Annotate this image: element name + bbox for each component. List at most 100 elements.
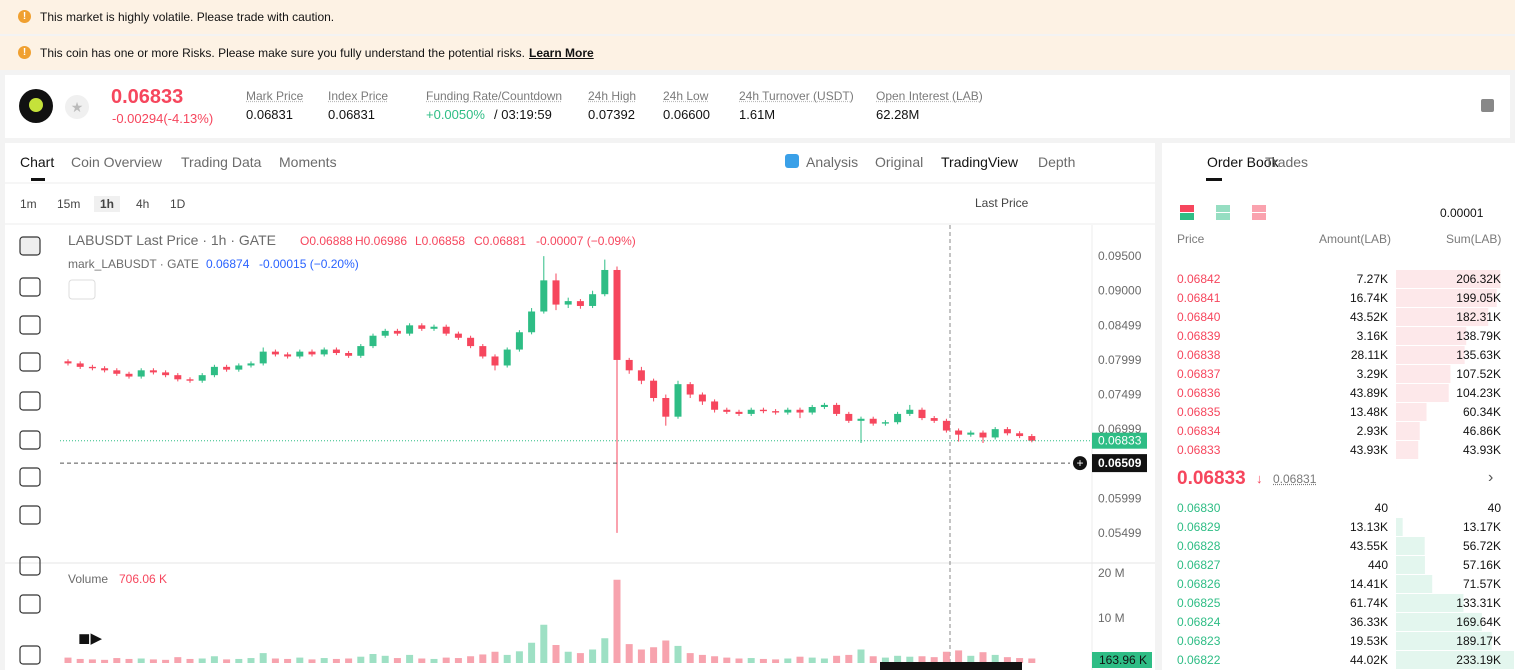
candle-body [345,353,353,356]
stat-value: 0.07392 [588,107,635,122]
expand-arrow[interactable]: › [1488,469,1494,486]
book-layout-bottom [1180,213,1194,220]
interval-button[interactable]: 1D [170,197,186,211]
book-amount: 43.93K [1349,443,1388,457]
chart-tab[interactable]: Coin Overview [71,154,163,170]
view-tab[interactable]: Depth [1038,154,1076,170]
chart-tab[interactable]: Chart [20,154,55,170]
volume-bar [393,658,401,663]
book-sum: 13.17K [1462,520,1501,534]
book-price: 0.06824 [1177,615,1221,629]
candle-body [625,359,633,371]
depth-bar [1396,308,1489,326]
volume-bar [76,658,84,663]
candle-body [735,411,743,414]
stat-label: Open Interest (LAB) [876,89,983,103]
volume-bar [88,659,96,663]
view-tab[interactable]: TradingView [941,154,1019,170]
candle-body [759,409,767,412]
volume-bar [137,658,145,663]
book-price: 0.06839 [1177,329,1221,343]
mark-price: 0.06831 [1273,472,1317,486]
chart-tab[interactable]: Trading Data [181,154,262,170]
volume-bar [418,658,426,663]
tick-size-select[interactable]: 0.00001 [1440,206,1484,220]
book-sum: 135.63K [1456,348,1501,362]
book-sum: 107.52K [1456,367,1501,381]
book-price: 0.06835 [1177,405,1221,419]
drawing-tool [19,430,41,450]
candle-body [674,384,682,417]
candle-body [711,401,719,410]
ticker-header: ★ 0.06833 -0.00294(-4.13%) [5,75,1510,138]
stat-label: Funding Rate/Countdown [426,89,563,103]
candle-body [723,409,731,412]
view-tab[interactable]: Original [875,154,924,170]
risk-banner: ! This coin has one or more Risks. Pleas… [0,36,1515,70]
volume-bar [210,656,218,663]
book-amount: 43.55K [1349,539,1388,553]
notes-icon[interactable] [1481,99,1494,112]
volume-bar [967,655,975,663]
volume-bar [296,657,304,663]
candle-body [247,363,255,366]
candle-body [174,375,182,380]
add-order-icon: + [1076,456,1083,470]
price-type-select[interactable]: Last Price [975,196,1029,210]
candle-body [613,269,621,360]
analysis-icon [785,154,799,168]
crosshair-tag [1092,454,1147,473]
volume-bar [796,656,804,663]
candle-body [930,418,938,421]
candle-body [210,366,218,376]
volume-bar [1028,658,1036,663]
book-amount: 43.52K [1349,310,1388,324]
candle-body [1003,429,1011,434]
volume-tick-label: 20 M [1098,566,1125,580]
interval-button[interactable]: 15m [57,197,81,211]
legend-change: -0.00007 (−0.09%) [536,234,636,248]
y-tick-label: 0.08499 [1098,318,1142,332]
book-price: 0.06827 [1177,558,1221,572]
learn-more-link[interactable]: Learn More [529,46,594,60]
mid-price: 0.06833 [1177,468,1246,489]
stat-value: 62.28M [876,107,920,122]
candle-body [357,346,365,356]
candle-body [76,363,84,367]
volume-bar [637,649,645,663]
candle-body [845,413,853,421]
candle-body [1028,436,1036,441]
interval-button[interactable]: 4h [136,197,150,211]
book-sum: 57.16K [1462,558,1501,572]
candle-body [601,269,609,295]
book-sum: 43.93K [1462,443,1501,457]
trades-tab[interactable]: Trades [1265,154,1309,170]
volume-bar [454,658,462,663]
book-sum: 199.05K [1456,291,1501,305]
interval-button[interactable]: 1m [20,197,37,211]
volume-bar [784,658,792,663]
drawing-tool [19,315,41,335]
mark-line: mark_LABUSDT · GATE [68,257,199,271]
book-sum: 40 [1487,501,1501,515]
volume-bar [503,654,511,663]
order-book-tab[interactable]: Order Book [1207,154,1279,170]
candle-body [101,368,109,371]
chart-tab[interactable]: Moments [279,154,337,170]
book-layout-top [1252,205,1266,212]
volume-bar [808,657,816,663]
candle-body [491,356,499,366]
volume-bar [345,658,353,663]
candle-body [369,335,377,347]
candle-body [955,430,963,435]
depth-bar [1396,556,1425,574]
view-tab[interactable]: Analysis [806,154,859,170]
tv-logo: ◼▶ [78,630,102,647]
interval-button[interactable]: 1h [94,196,120,212]
book-sum: 56.72K [1462,539,1501,553]
volume-bar [918,656,926,663]
volume-bar [979,652,987,663]
favorite-button[interactable]: ★ [65,95,89,119]
book-sum: 189.17K [1456,634,1501,648]
y-tick-label: 0.05499 [1098,526,1142,540]
